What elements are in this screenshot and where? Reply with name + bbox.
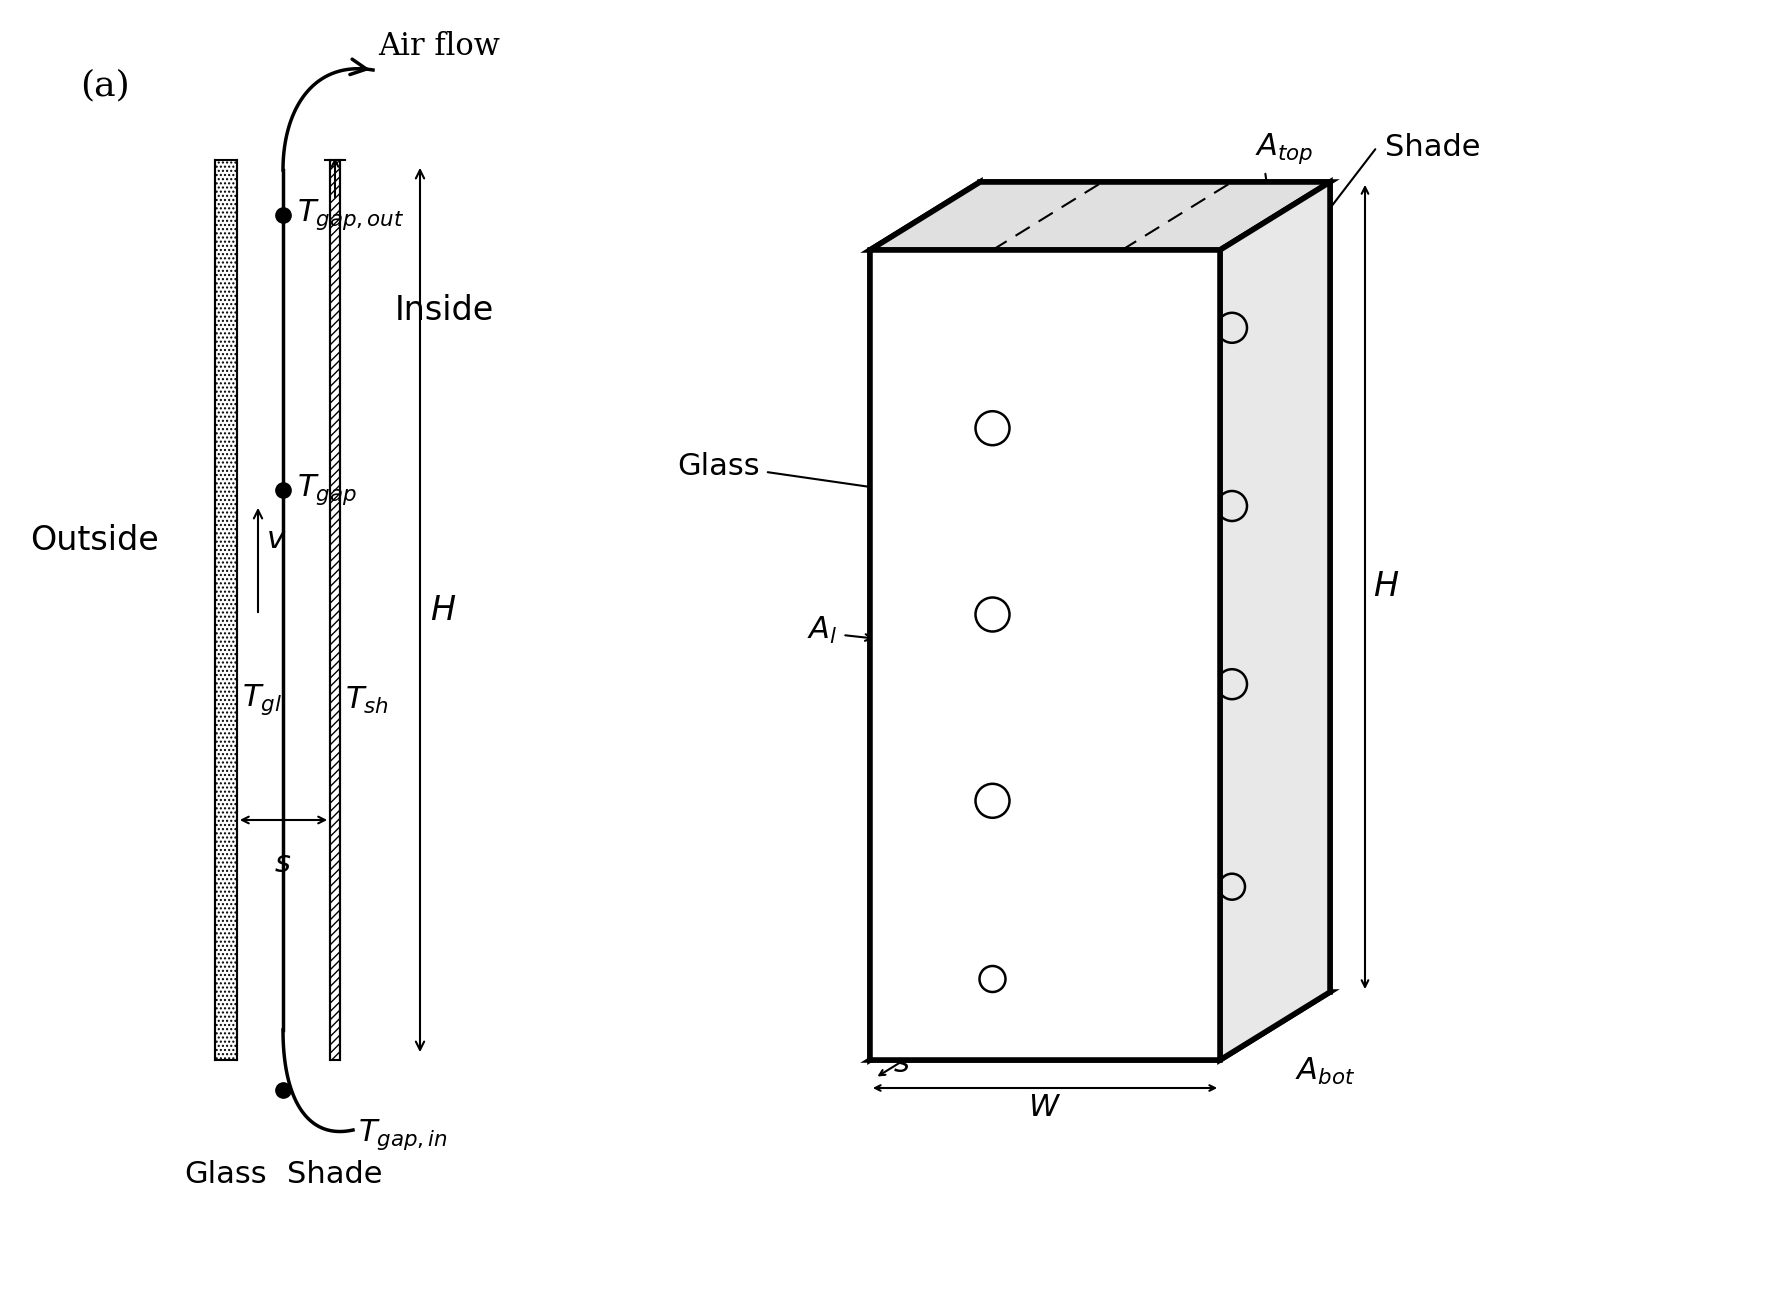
Polygon shape: [870, 182, 980, 1060]
Text: Shade: Shade: [1385, 133, 1481, 161]
Polygon shape: [980, 182, 1330, 992]
Polygon shape: [870, 182, 1330, 251]
Text: $\mathit{A}_{top}$: $\mathit{A}_{top}$: [1256, 131, 1314, 167]
Text: $\mathit{s}$: $\mathit{s}$: [893, 1048, 909, 1078]
Text: $\mathit{A}_{bot}$: $\mathit{A}_{bot}$: [1295, 1056, 1355, 1088]
Text: $\mathit{H}$: $\mathit{H}$: [430, 593, 456, 627]
Text: $\mathit{T}_{gap,in}$: $\mathit{T}_{gap,in}$: [359, 1118, 448, 1152]
Text: $\mathit{A}_{l}$: $\mathit{A}_{l}$: [806, 614, 838, 646]
Text: $\mathit{A}_{h}$: $\mathit{A}_{h}$: [1279, 718, 1314, 748]
Text: $\mathit{v}$: $\mathit{v}$: [266, 525, 286, 555]
Text: Glass: Glass: [677, 453, 760, 482]
Text: $\mathit{W}$: $\mathit{W}$: [1028, 1092, 1062, 1123]
Text: $\mathit{T}_{gl}$: $\mathit{T}_{gl}$: [242, 682, 282, 718]
Text: $\mathit{s}$: $\mathit{s}$: [274, 848, 291, 879]
Text: $\mathit{T}_{gap}$: $\mathit{T}_{gap}$: [297, 472, 357, 508]
Text: $\mathit{T}_{sh}$: $\mathit{T}_{sh}$: [345, 685, 389, 715]
Text: $\mathit{T}_{gap,out}$: $\mathit{T}_{gap,out}$: [297, 198, 405, 232]
Bar: [215, 160, 236, 1060]
Polygon shape: [870, 251, 1220, 1060]
Polygon shape: [1220, 182, 1330, 1060]
Text: Shade: Shade: [288, 1160, 384, 1189]
Text: Air flow: Air flow: [378, 31, 499, 62]
Bar: [330, 160, 339, 1060]
Text: Glass: Glass: [185, 1160, 268, 1189]
Polygon shape: [870, 992, 1330, 1060]
Text: $\mathit{A}_{r}$: $\mathit{A}_{r}$: [1291, 455, 1327, 485]
Text: (a): (a): [80, 68, 130, 102]
Text: Outside: Outside: [30, 523, 158, 556]
Text: Inside: Inside: [394, 294, 494, 327]
Text: $\mathbf{\mathit{H}}$: $\mathbf{\mathit{H}}$: [1373, 571, 1399, 604]
